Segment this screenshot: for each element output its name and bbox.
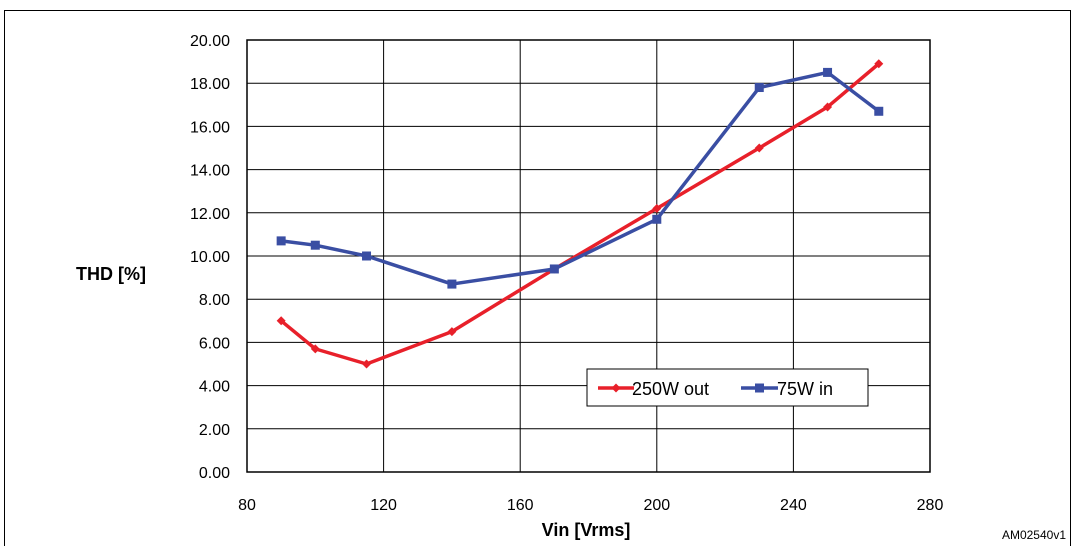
square-point bbox=[447, 279, 457, 289]
diamond-point bbox=[652, 203, 662, 213]
square-point bbox=[549, 264, 559, 274]
square-point bbox=[754, 83, 764, 93]
legend-label: 250W out bbox=[632, 379, 709, 399]
square-point bbox=[874, 106, 884, 116]
square-point bbox=[310, 240, 320, 250]
x-tick-label: 280 bbox=[917, 497, 944, 514]
figure-frame bbox=[4, 10, 1071, 546]
legend-item: 250W out bbox=[598, 379, 709, 399]
diamond-point bbox=[754, 143, 764, 153]
figure-caption-strip bbox=[0, 0, 1082, 7]
y-tick-label: 0.00 bbox=[199, 465, 230, 482]
y-tick-label: 20.00 bbox=[190, 33, 230, 50]
y-tick-label: 10.00 bbox=[190, 249, 230, 266]
square-point bbox=[276, 236, 286, 246]
square-point bbox=[652, 214, 662, 224]
x-tick-label: 160 bbox=[507, 497, 534, 514]
series-blue bbox=[276, 67, 884, 289]
series-layer bbox=[276, 59, 884, 369]
x-tick-label: 80 bbox=[238, 497, 256, 514]
y-tick-label: 8.00 bbox=[199, 292, 230, 309]
diamond-point bbox=[276, 316, 286, 326]
y-axis-title: THD [%] bbox=[76, 264, 146, 284]
legend-item: 75W in bbox=[741, 379, 833, 399]
diamond-point bbox=[874, 59, 884, 69]
y-tick-label: 18.00 bbox=[190, 76, 230, 93]
y-tick-label: 4.00 bbox=[199, 379, 230, 396]
diamond-point bbox=[362, 359, 372, 369]
plot-area-border bbox=[246, 39, 931, 473]
x-axis-title: Vin [Vrms] bbox=[542, 520, 631, 540]
diamond-point bbox=[310, 344, 320, 354]
legend-marker bbox=[755, 383, 764, 393]
legend-marker bbox=[611, 383, 621, 393]
y-tick-label: 16.00 bbox=[190, 119, 230, 136]
series-red bbox=[276, 59, 884, 369]
y-tick-label: 14.00 bbox=[190, 163, 230, 180]
y-tick-label: 12.00 bbox=[190, 206, 230, 223]
figure-id-label: AM02540v1 bbox=[1002, 528, 1066, 542]
legend: 250W out 75W in bbox=[586, 368, 869, 407]
x-tick-label: 120 bbox=[370, 497, 397, 514]
square-point bbox=[823, 67, 833, 77]
square-point bbox=[362, 251, 372, 261]
diamond-point bbox=[447, 327, 457, 337]
x-tick-label: 200 bbox=[643, 497, 670, 514]
x-tick-labels: 80 120 160 200 240 280 bbox=[238, 497, 943, 514]
series-line bbox=[280, 62, 880, 366]
y-tick-labels: 0.00 2.00 4.00 6.00 8.00 10.00 12.00 14.00 16.00… bbox=[190, 33, 230, 482]
diamond-point bbox=[823, 102, 833, 112]
x-tick-label: 240 bbox=[780, 497, 807, 514]
y-tick-label: 6.00 bbox=[199, 335, 230, 352]
y-tick-label: 2.00 bbox=[199, 422, 230, 439]
legend-label: 75W in bbox=[777, 379, 833, 399]
